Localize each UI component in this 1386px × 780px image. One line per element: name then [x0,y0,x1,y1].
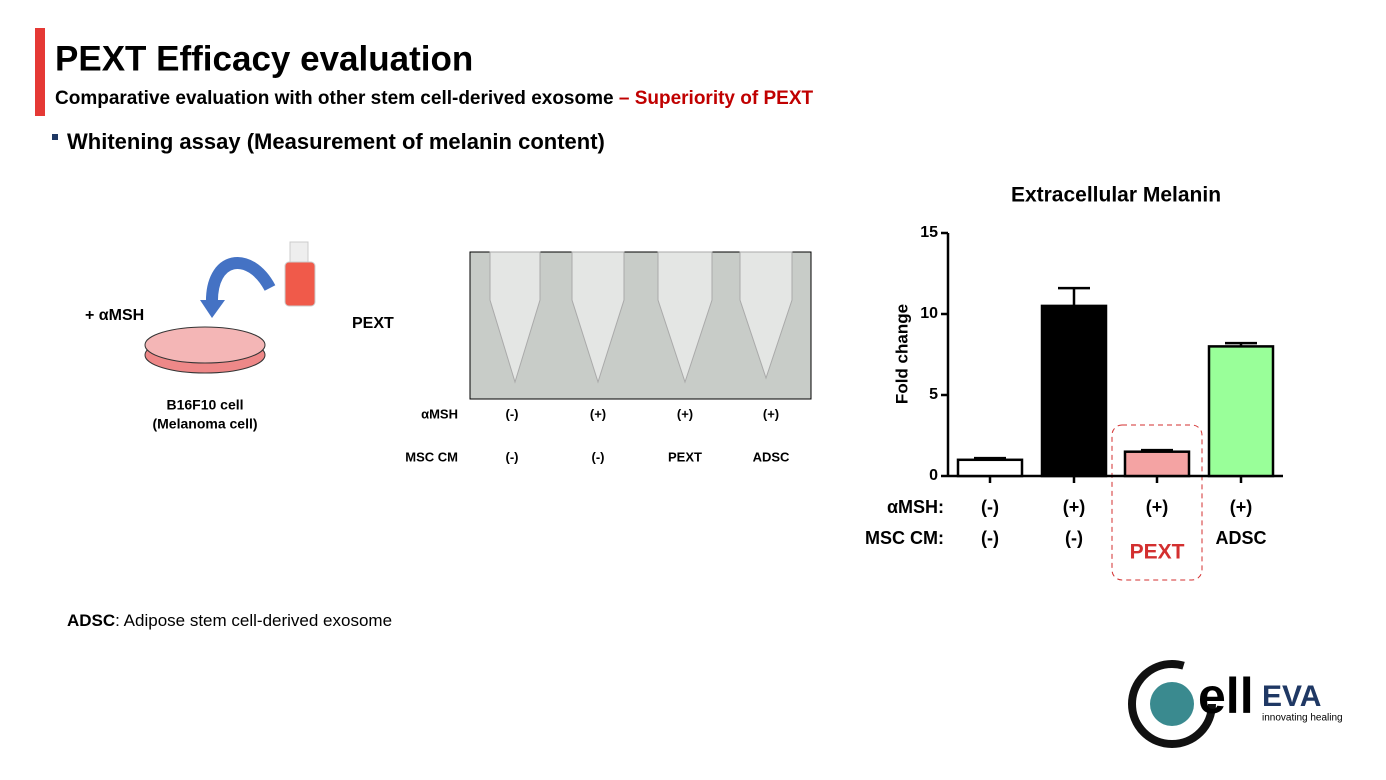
bar [1123,450,1191,478]
x-row-label: αMSH: [887,497,944,517]
x-row-value: (+) [1146,497,1169,517]
x-row-value: (-) [981,497,999,517]
x-row-value: (-) [981,528,999,548]
photo-row-value: (-) [506,449,519,464]
photo-row-value: ADSC [753,449,790,464]
chart-title: Extracellular Melanin [1011,184,1221,207]
x-row-value: (+) [1230,497,1253,517]
logo-tagline: innovating healing [1262,713,1343,724]
bar [1207,345,1275,478]
photo-row-value: (+) [590,406,606,421]
footnote-term: ADSC [67,611,115,630]
flask [284,261,316,307]
photo-row-label: MSC CM [405,449,458,464]
bullet [52,134,58,140]
photo-label: PEXT [352,315,394,332]
cell-label: B16F10 cell [166,397,243,413]
logo-ring [1128,660,1216,748]
section-heading: Whitening assay (Measurement of melanin … [67,129,605,154]
photo-row-value: (+) [763,406,779,421]
x-row-value: (+) [1063,497,1086,517]
x-row-value: ADSC [1215,528,1266,548]
y-tick-label: 10 [920,305,938,322]
logo-mark: EVA [1262,680,1321,713]
subtitle-highlight: – Superiority of PEXT [619,88,814,109]
accent-bar [35,28,45,116]
highlight-box [1111,424,1203,581]
arrow [205,257,276,306]
logo-name: ell [1198,668,1254,724]
photo-row-value: (-) [506,406,519,421]
bar [956,458,1024,478]
footnote: ADSC: Adipose stem cell-derived exosome [67,611,392,630]
photo-row-label: αMSH [421,406,458,421]
footnote-text: : Adipose stem cell-derived exosome [115,611,392,630]
photo-row-value: (+) [677,406,693,421]
arrow-head [200,300,225,318]
subtitle-text: Comparative evaluation with other stem c… [55,88,614,109]
dish-top [144,326,266,364]
photo-row-value: PEXT [668,449,702,464]
tubes [489,251,793,384]
photo-row-value: (-) [592,449,605,464]
y-tick-label: 0 [929,467,938,484]
cell-note: (Melanoma cell) [152,416,257,432]
y-axis-label: Fold change [892,304,911,404]
title: PEXT Efficacy evaluation [55,39,473,78]
x-row-value: PEXT [1130,541,1185,564]
flask-cap [289,241,309,263]
y-tick-label: 5 [929,386,938,403]
logo-core [1150,682,1194,726]
subtitle: Comparative evaluation with other stem c… [55,88,813,109]
y-tick-label: 15 [920,224,938,241]
x-row-label: MSC CM: [865,528,944,548]
bar [1040,304,1108,478]
treatment-label: + αMSH [85,307,144,324]
x-row-value: (-) [1065,528,1083,548]
